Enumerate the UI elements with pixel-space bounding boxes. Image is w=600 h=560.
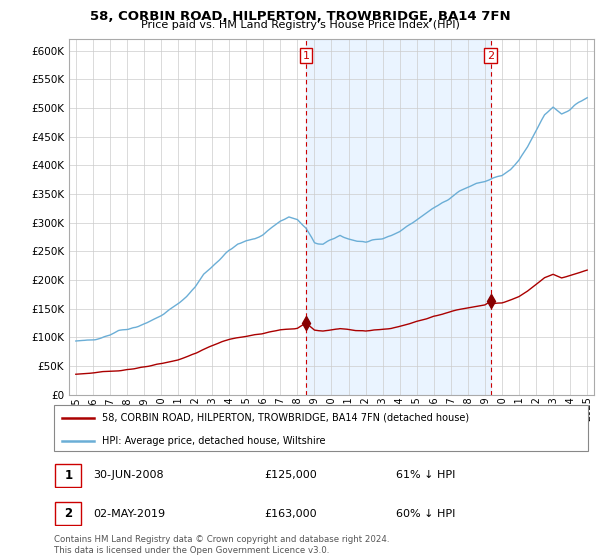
Text: 30-JUN-2008: 30-JUN-2008 <box>93 470 164 480</box>
Text: 60% ↓ HPI: 60% ↓ HPI <box>396 508 455 519</box>
Text: 61% ↓ HPI: 61% ↓ HPI <box>396 470 455 480</box>
Text: 02-MAY-2019: 02-MAY-2019 <box>93 508 165 519</box>
Text: £125,000: £125,000 <box>264 470 317 480</box>
FancyBboxPatch shape <box>55 502 82 525</box>
FancyBboxPatch shape <box>55 464 82 487</box>
Bar <box>306 39 491 395</box>
Text: 58, CORBIN ROAD, HILPERTON, TROWBRIDGE, BA14 7FN (detached house): 58, CORBIN ROAD, HILPERTON, TROWBRIDGE, … <box>102 413 469 423</box>
Text: Price paid vs. HM Land Registry's House Price Index (HPI): Price paid vs. HM Land Registry's House … <box>140 20 460 30</box>
Text: 2: 2 <box>487 50 494 60</box>
Text: £163,000: £163,000 <box>264 508 317 519</box>
Text: 1: 1 <box>64 469 73 482</box>
Text: Contains HM Land Registry data © Crown copyright and database right 2024.
This d: Contains HM Land Registry data © Crown c… <box>54 535 389 555</box>
Text: HPI: Average price, detached house, Wiltshire: HPI: Average price, detached house, Wilt… <box>102 436 326 446</box>
FancyBboxPatch shape <box>54 405 588 451</box>
Text: 58, CORBIN ROAD, HILPERTON, TROWBRIDGE, BA14 7FN: 58, CORBIN ROAD, HILPERTON, TROWBRIDGE, … <box>89 10 511 22</box>
Text: 1: 1 <box>302 50 310 60</box>
Text: 2: 2 <box>64 507 73 520</box>
